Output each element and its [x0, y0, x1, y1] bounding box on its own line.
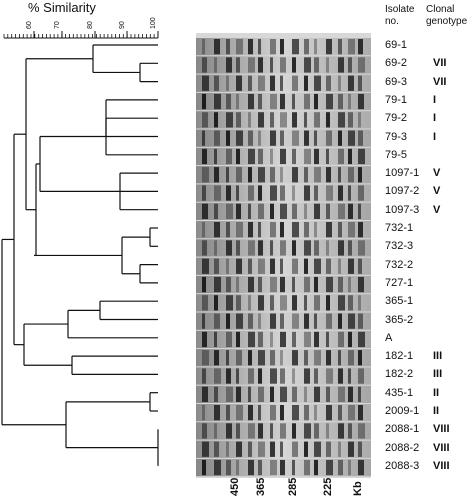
dendrogram: 60 70 80 90 100 [1, 17, 159, 466]
genotype-label: V [433, 167, 441, 180]
gel-lane [196, 111, 371, 129]
genotype-label: VIII [433, 441, 450, 454]
genotype-label: III [433, 368, 443, 381]
isolate-label: 732-2 [385, 258, 414, 271]
genotype-label: V [433, 185, 441, 198]
gel-lane [196, 385, 371, 403]
gel-lane [196, 56, 371, 74]
isolate-label: 1097-2 [385, 185, 420, 198]
gel-lane [196, 349, 371, 367]
isolate-label: 2009-1 [385, 405, 420, 417]
isolate-label: 79-2 [385, 112, 408, 125]
scale-tick-label: 60 [26, 21, 33, 29]
isolate-column-header: Isolate no. [385, 4, 415, 27]
gel-lane [196, 312, 371, 330]
isolate-label: 2088-3 [385, 459, 420, 472]
gel-lane [196, 239, 371, 257]
genotype-label: V [433, 203, 441, 216]
gel-lane [196, 404, 371, 422]
isolate-label: 435-1 [385, 386, 414, 399]
gel-lane [196, 166, 371, 184]
size-marker-label: 450 [229, 477, 241, 496]
gel-lane [196, 458, 371, 477]
gel-lane [196, 440, 371, 458]
gel-lane [196, 275, 371, 294]
genotype-label: VII [433, 75, 447, 88]
genotype-label: I [433, 93, 437, 106]
gel-lanes [196, 38, 371, 477]
genotype-label: I [433, 112, 437, 125]
gel-lane [196, 129, 371, 147]
isolate-label: 1097-3 [385, 203, 420, 216]
isolate-label: 2088-2 [385, 441, 420, 454]
gel-lane [196, 330, 371, 349]
isolate-label: 727-1 [385, 276, 414, 289]
gel-lane [196, 92, 371, 111]
isolate-label: 732-3 [385, 240, 414, 253]
dendrogram-tree [1, 44, 159, 466]
isolate-label: 365-1 [385, 295, 414, 308]
gel-lane [196, 147, 371, 166]
gel-lane [196, 184, 371, 202]
genotype-label: VII [433, 57, 447, 70]
isolate-label: 365-2 [385, 313, 414, 326]
gel-lane [196, 74, 371, 92]
genotype-label: II [433, 386, 440, 399]
genotype-label: III [433, 350, 443, 363]
gel-lane [196, 202, 371, 220]
genotype-label: I [433, 130, 437, 143]
gel-lane [196, 257, 371, 275]
clonal-genotype-column-header: Clonal genotype [426, 4, 468, 27]
size-marker-label: 365 [255, 477, 267, 496]
scale-tick-label: 70 [54, 21, 61, 29]
size-marker-label: 225 [322, 477, 334, 496]
isolate-label: 69-1 [385, 39, 408, 51]
isolate-label: 79-3 [385, 130, 408, 143]
gel-lane [196, 294, 371, 312]
gel-lane [196, 221, 371, 239]
isolate-label: 732-1 [385, 222, 414, 234]
isolate-label: A [385, 331, 393, 344]
size-marker-label: 285 [287, 477, 299, 496]
gel-lane [196, 367, 371, 385]
genotype-label: VIII [433, 459, 450, 472]
isolate-label: 69-2 [385, 57, 408, 70]
isolate-label: 79-5 [385, 148, 408, 161]
size-marker-label: Kb [352, 481, 364, 496]
isolate-label: 2088-1 [385, 423, 420, 436]
isolate-label: 69-3 [385, 75, 408, 88]
gel-lane [196, 422, 371, 440]
isolate-label: 1097-1 [385, 167, 420, 180]
gel-lane [196, 38, 371, 56]
pfge-gel-image [196, 33, 371, 478]
scale-tick-label: 80 [87, 21, 94, 29]
scale-tick-label: 100 [150, 17, 157, 29]
scale-tick-label: 90 [119, 21, 126, 29]
isolate-label: 79-1 [385, 93, 408, 106]
similarity-axis-title: % Similarity [28, 0, 96, 15]
isolate-label: 182-1 [385, 350, 414, 363]
isolate-label: 182-2 [385, 368, 414, 381]
genotype-label: II [433, 405, 440, 417]
similarity-scale: 60 70 80 90 100 [3, 17, 159, 39]
genotype-label: VIII [433, 423, 450, 436]
